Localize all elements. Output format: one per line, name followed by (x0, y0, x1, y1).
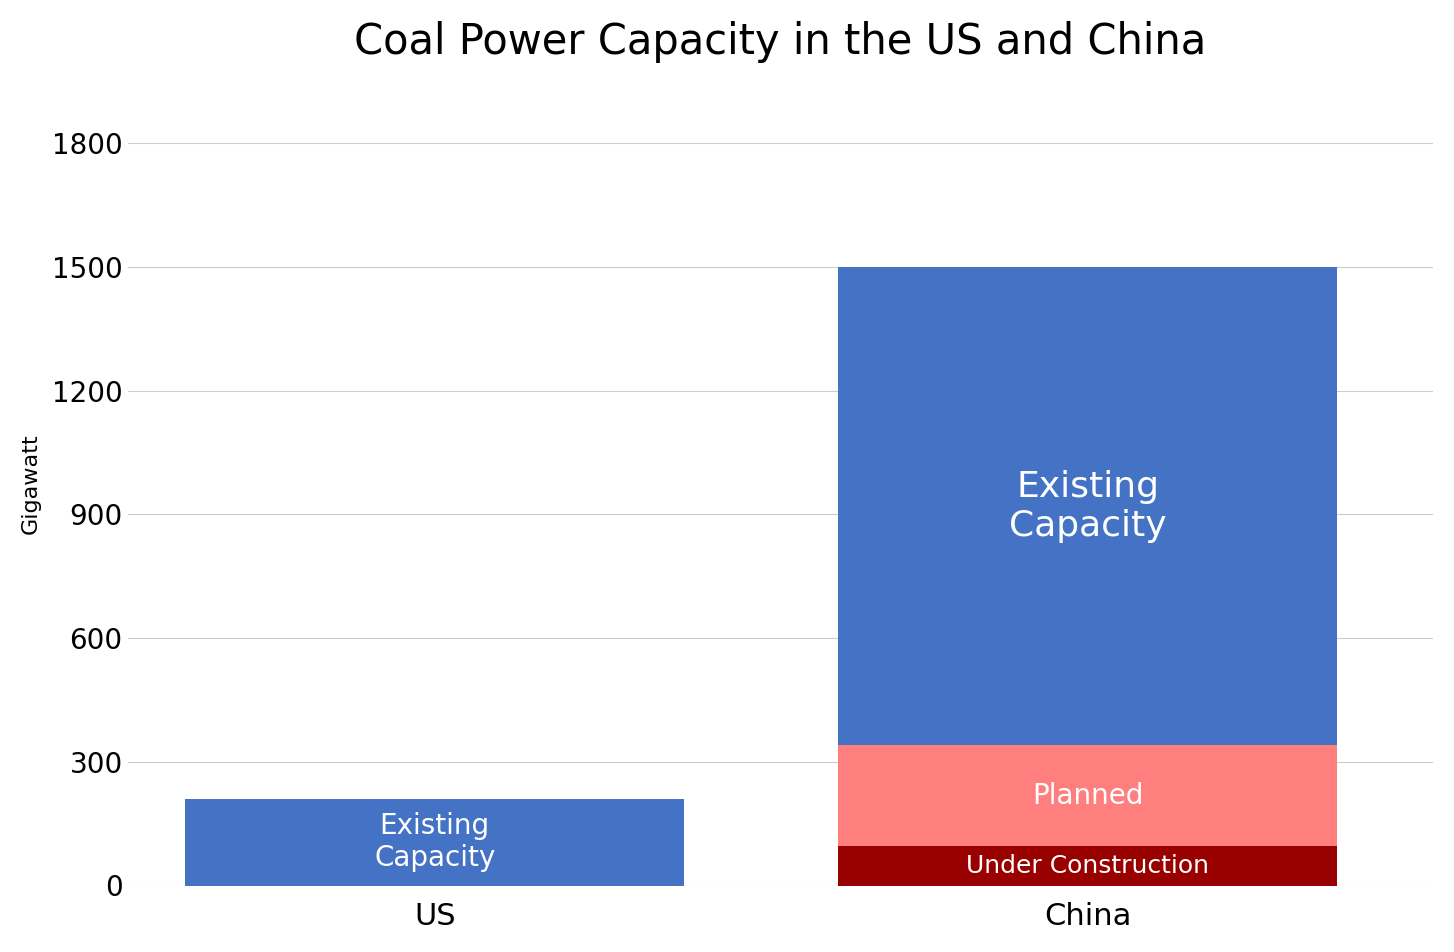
Title: Coal Power Capacity in the US and China: Coal Power Capacity in the US and China (355, 21, 1207, 63)
Bar (838, 846, 1338, 885)
Text: Under Construction: Under Construction (965, 854, 1210, 878)
Y-axis label: Gigawatt: Gigawatt (20, 433, 41, 534)
Text: Planned: Planned (1032, 782, 1143, 810)
Bar (185, 799, 685, 885)
Bar (838, 268, 1338, 745)
Bar (838, 745, 1338, 846)
Text: Existing
Capacity: Existing Capacity (1009, 469, 1166, 543)
Text: Existing
Capacity: Existing Capacity (374, 812, 496, 872)
